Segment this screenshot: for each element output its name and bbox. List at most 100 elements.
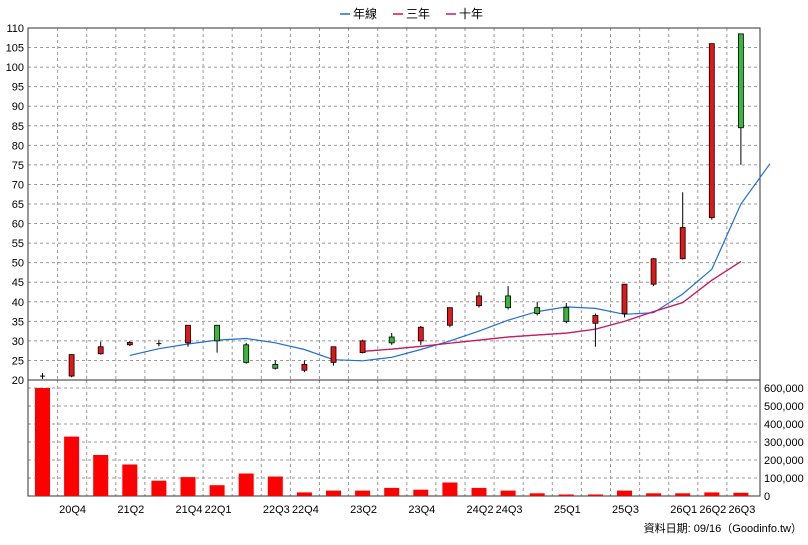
x-tick-label: 20Q4	[59, 504, 86, 516]
legend: 年線 三年 十年	[340, 6, 483, 21]
x-tick-label: 25Q1	[554, 504, 581, 516]
volume-bar	[471, 487, 487, 496]
volume-bar	[646, 493, 662, 496]
volume-tick-label: 500,000	[764, 401, 804, 413]
plot-frames	[27, 27, 761, 497]
volume-bar	[238, 473, 254, 496]
price-tick-label: 65	[12, 199, 24, 211]
price-tick-label: 45	[12, 277, 24, 289]
volume-bar	[529, 493, 545, 496]
volume-bar	[35, 388, 50, 496]
candle-body	[708, 43, 715, 219]
candle-body	[650, 258, 657, 285]
volume-plot-frame	[27, 379, 761, 497]
candle-body	[679, 227, 686, 260]
volume-bar	[93, 454, 109, 496]
x-tick-label: 26Q2	[699, 504, 726, 516]
series-line-年線	[129, 163, 771, 362]
candle-body	[214, 324, 221, 342]
volume-tick-label: 0	[764, 491, 770, 503]
volume-bar	[151, 480, 167, 496]
volume-bar	[558, 494, 574, 496]
volume-bar	[326, 490, 341, 496]
price-tick-label: 35	[12, 316, 24, 328]
candle-body	[97, 346, 104, 355]
volume-bar	[122, 464, 138, 496]
volume-tick-label: 100,000	[764, 473, 804, 485]
price-tick-label: 30	[12, 336, 24, 348]
volume-bar	[64, 436, 80, 496]
candle-body	[185, 324, 191, 344]
price-tick-label: 100	[6, 62, 24, 74]
candle-body	[359, 340, 366, 354]
x-tick-label: 22Q4	[292, 504, 319, 516]
volume-bar	[267, 476, 283, 496]
price-tick-label: 70	[12, 179, 24, 191]
candle-body	[738, 33, 744, 129]
price-tick-label: 110	[6, 23, 24, 35]
candle-body	[68, 354, 75, 377]
volume-bars	[35, 388, 749, 496]
price-tick-label: 55	[12, 238, 24, 250]
price-tick-label: 20	[12, 375, 24, 387]
volume-bar	[733, 492, 749, 496]
legend-label: 年線	[353, 6, 377, 21]
price-tick-label: 90	[12, 101, 24, 113]
x-tick-label: 23Q4	[408, 504, 435, 516]
price-tick-label: 80	[12, 140, 24, 152]
volume-bar	[296, 492, 312, 496]
moving-average-lines	[129, 163, 771, 362]
price-tick-label: 50	[12, 258, 24, 270]
volume-bar	[675, 493, 691, 496]
candle-body	[243, 344, 250, 363]
price-tick-label: 75	[12, 160, 24, 172]
volume-tick-label: 200,000	[764, 455, 804, 467]
candle-body	[417, 326, 424, 342]
volume-tick-label: 400,000	[764, 419, 804, 431]
x-tick-label: 24Q2	[467, 504, 494, 516]
candle-body	[330, 346, 337, 363]
x-tick-label: 26Q3	[728, 504, 755, 516]
candles	[40, 33, 744, 379]
candle-body	[446, 307, 453, 326]
x-tick-label: 25Q3	[612, 504, 639, 516]
candle-body	[563, 307, 570, 322]
x-tick-label: 21Q2	[117, 504, 144, 516]
candle-body	[272, 363, 279, 369]
legend-label: 十年	[459, 7, 483, 21]
x-tick-label: 23Q2	[350, 504, 377, 516]
x-tick-label: 26Q1	[670, 504, 697, 516]
x-tick-label: 22Q1	[205, 504, 232, 516]
x-tick-label: 24Q3	[496, 504, 523, 516]
volume-bar	[704, 492, 720, 496]
price-axis: 20 25 30 35 40 45 50 55 60 65 70 75 80 85 90 95 100 105 11…	[6, 23, 24, 387]
x-tick-label: 21Q4	[176, 504, 203, 516]
price-tick-label: 105	[6, 43, 24, 55]
candle-body	[476, 295, 482, 307]
candle-body	[505, 295, 512, 309]
volume-bar	[180, 477, 196, 496]
volume-tick-label: 300,000	[764, 437, 804, 449]
x-tick-label: 22Q3	[263, 504, 290, 516]
price-tick-label: 40	[12, 297, 24, 309]
series-line-十年	[362, 260, 742, 352]
price-tick-label: 85	[12, 121, 24, 133]
volume-bar	[617, 490, 632, 496]
price-tick-label: 60	[12, 219, 24, 231]
legend-label: 三年	[406, 7, 430, 21]
candle-body	[534, 307, 541, 314]
candle-body	[592, 315, 599, 324]
footer-note: 資料日期: 09/16（Goodinfo.tw）	[644, 521, 802, 535]
volume-bar	[209, 485, 225, 496]
volume-axis: 0 100,000 200,000 300,000 400,000 500,000 600,…	[764, 383, 804, 503]
candle-body	[621, 283, 628, 314]
volume-tick-label: 600,000	[764, 383, 804, 395]
price-tick-label: 25	[12, 355, 24, 367]
volume-bar	[355, 490, 371, 496]
volume-bar	[587, 494, 603, 496]
x-axis: 20Q4 21Q2 21Q4 22Q1 22Q3 22Q4 23Q2 23Q4 24Q2 24Q3…	[59, 504, 755, 516]
volume-bar	[500, 490, 516, 496]
candle-body	[126, 342, 133, 346]
